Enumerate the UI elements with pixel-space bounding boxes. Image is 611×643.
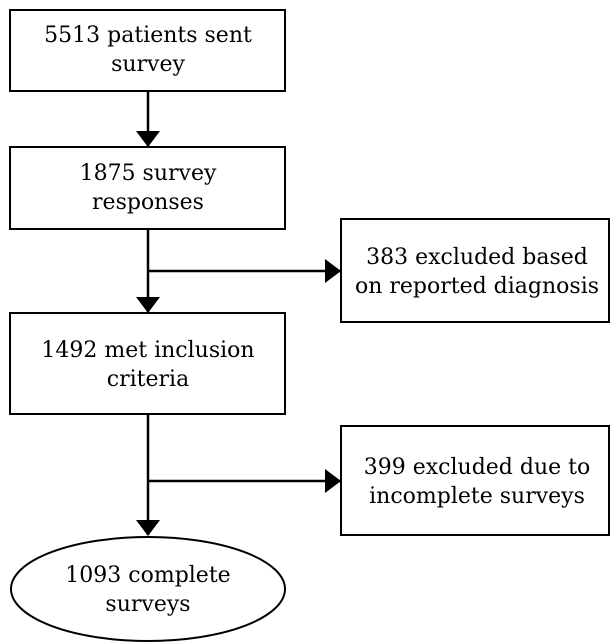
node-box: [9, 9, 286, 92]
node: 1093 complete surveys: [10, 536, 286, 642]
node-label: criteria: [107, 367, 189, 392]
node: 1492 met inclusion criteria: [9, 312, 286, 415]
node-label: survey: [111, 52, 185, 77]
node-label: 1875 survey: [80, 161, 217, 186]
node-box: [340, 425, 610, 536]
node-box: [340, 218, 610, 323]
node-label: 399 excluded due to: [364, 455, 590, 480]
node-label: 383 excluded based: [366, 245, 588, 270]
node-label: 5513 patients sent: [44, 23, 252, 48]
node-label: 1093 complete: [65, 563, 230, 588]
node: 1875 survey responses: [9, 146, 286, 230]
node-label: surveys: [105, 592, 190, 617]
node-ellipse: [10, 536, 286, 642]
node: 399 excluded due to incomplete surveys: [340, 425, 610, 536]
node-label: 1492 met inclusion: [41, 338, 254, 363]
node-label: responses: [92, 190, 204, 215]
node-label: incomplete surveys: [369, 484, 585, 509]
node-box: [9, 146, 286, 230]
node-label: on reported diagnosis: [355, 274, 599, 299]
node-box: [9, 312, 286, 415]
node: 5513 patients sent survey: [9, 9, 286, 92]
node: 383 excluded based on reported diagnosis: [340, 218, 610, 323]
